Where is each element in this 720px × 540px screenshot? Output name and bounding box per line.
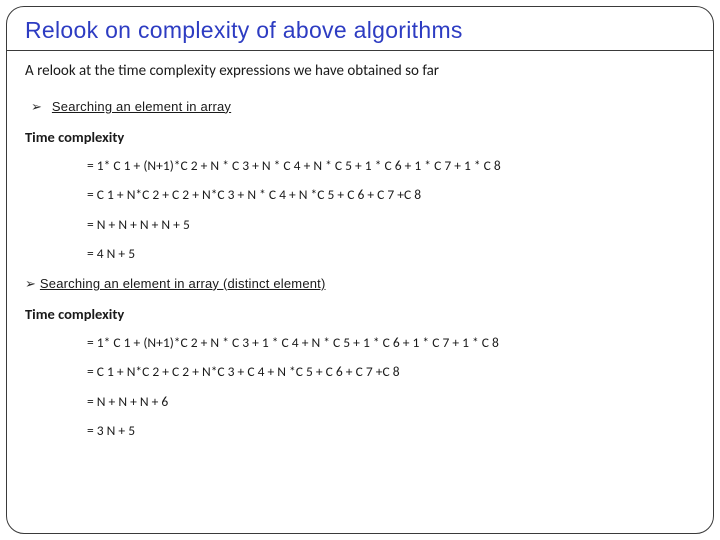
equation-line: = 1* C 1 + (N+1)*C 2 + N * C 3 + N * C 4…: [87, 156, 695, 176]
equation-line: = 3 N + 5: [87, 421, 695, 441]
time-complexity-label: Time complexity: [25, 304, 695, 325]
slide-title: Relook on complexity of above algorithms: [25, 17, 695, 44]
equation-block: = 1* C 1 + (N+1)*C 2 + N * C 3 + N * C 4…: [87, 156, 695, 264]
content-area: A relook at the time complexity expressi…: [7, 61, 713, 441]
bullet-item: ➢ Searching an element in array: [31, 97, 695, 117]
intro-text: A relook at the time complexity expressi…: [25, 61, 695, 83]
bullet-item: ➢ Searching an element in array (distinc…: [25, 274, 695, 294]
section-heading: Searching an element in array: [52, 98, 231, 117]
equation-line: = N + N + N + 6: [87, 392, 695, 412]
title-container: Relook on complexity of above algorithms: [7, 13, 713, 51]
equation-line: = N + N + N + N + 5: [87, 215, 695, 235]
slide-frame: Relook on complexity of above algorithms…: [6, 6, 714, 534]
equation-line: = C 1 + N*C 2 + C 2 + N*C 3 + C 4 + N *C…: [87, 362, 695, 382]
equation-line: = 4 N + 5: [87, 244, 695, 264]
section-heading: Searching an element in array (distinct …: [40, 275, 326, 294]
equation-line: = 1* C 1 + (N+1)*C 2 + N * C 3 + 1 * C 4…: [87, 333, 695, 353]
equation-block: = 1* C 1 + (N+1)*C 2 + N * C 3 + 1 * C 4…: [87, 333, 695, 441]
equation-line: = C 1 + N*C 2 + C 2 + N*C 3 + N * C 4 + …: [87, 185, 695, 205]
time-complexity-label: Time complexity: [25, 127, 695, 148]
arrow-icon: ➢: [25, 275, 36, 294]
arrow-icon: ➢: [31, 98, 42, 117]
